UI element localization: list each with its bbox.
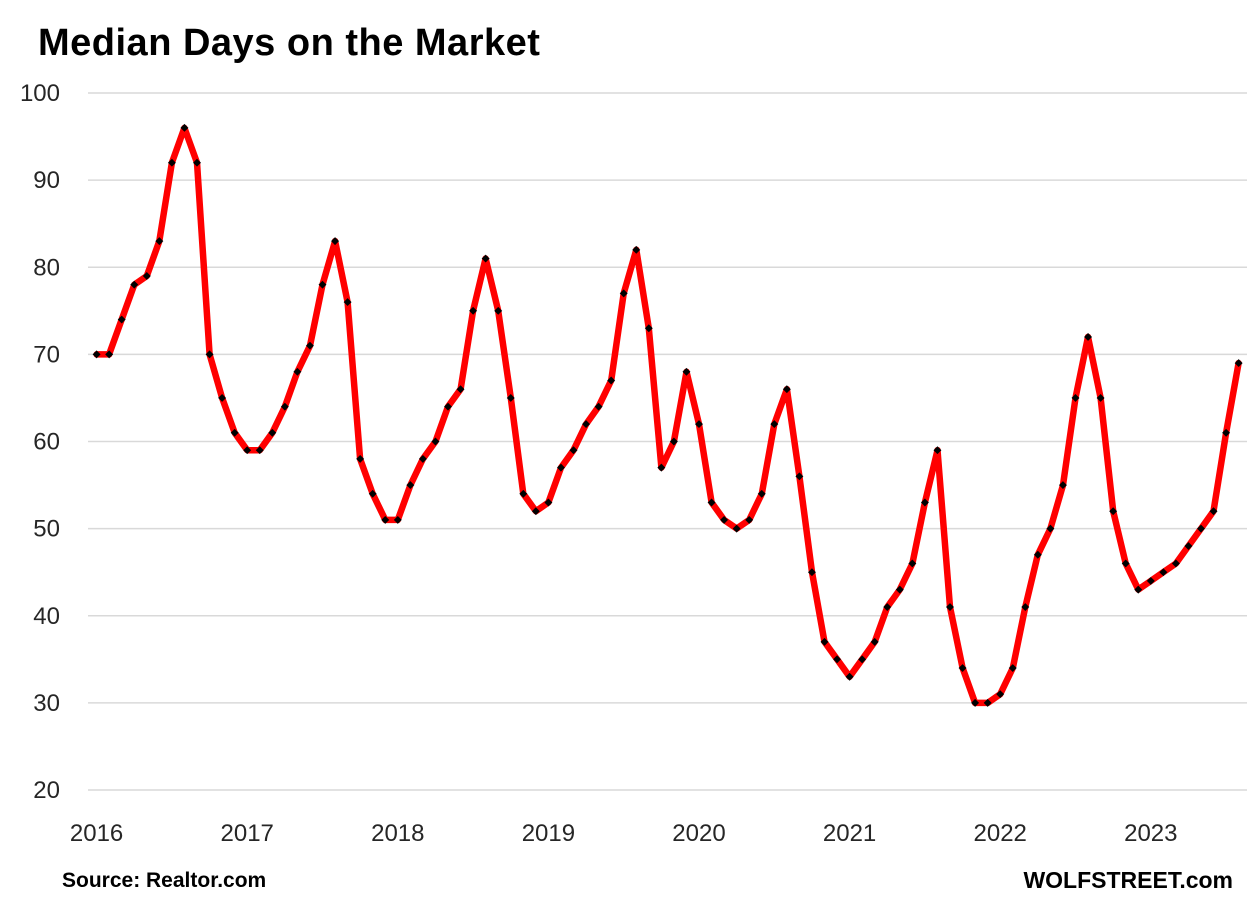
data-point-marker — [456, 385, 465, 394]
data-point-marker — [205, 350, 214, 359]
data-point-marker — [193, 158, 201, 167]
data-point-marker — [669, 437, 678, 446]
data-point-marker — [230, 428, 239, 437]
y-axis-tick-label: 40 — [33, 603, 60, 630]
data-point-marker — [607, 376, 616, 385]
data-point-marker — [318, 280, 327, 289]
data-point-marker — [255, 446, 264, 455]
data-point-marker — [418, 454, 427, 463]
data-point-marker — [280, 402, 289, 411]
x-axis-year-label: 2019 — [522, 820, 575, 847]
data-point-marker — [732, 524, 741, 533]
site-branding: WOLFSTREET.com — [1023, 867, 1233, 893]
data-point-marker — [632, 245, 641, 254]
data-point-marker — [155, 237, 164, 246]
chart-title: Median Days on the Market — [38, 22, 541, 64]
data-point-marker — [983, 698, 992, 707]
data-point-marker — [381, 515, 390, 524]
data-point-marker — [142, 272, 151, 280]
y-axis-tick-label: 80 — [33, 254, 60, 281]
data-point-marker — [858, 655, 867, 664]
x-axis-year-label: 2016 — [70, 820, 123, 847]
x-axis-year-label: 2018 — [371, 820, 424, 847]
data-point-marker — [469, 306, 478, 315]
data-point-marker — [431, 437, 440, 446]
data-point-marker — [180, 123, 189, 132]
data-point-marker — [1146, 576, 1155, 585]
x-axis-year-label: 2023 — [1124, 820, 1177, 847]
data-point-marker — [958, 664, 967, 672]
data-point-marker — [393, 515, 402, 524]
data-point-marker — [657, 463, 666, 472]
data-point-marker — [795, 472, 804, 481]
data-point-marker — [356, 454, 365, 463]
x-axis-year-label: 2020 — [672, 820, 725, 847]
y-axis-tick-label: 30 — [33, 690, 60, 717]
data-point-marker — [1234, 359, 1243, 368]
y-axis-tick-label: 50 — [33, 516, 60, 543]
data-point-marker — [582, 420, 591, 429]
chart-line — [93, 124, 1242, 707]
data-point-marker — [343, 298, 352, 307]
data-point-marker — [167, 158, 176, 167]
data-point-marker — [268, 428, 277, 437]
data-point-marker — [920, 498, 929, 507]
data-point-marker — [544, 498, 553, 507]
data-point-marker — [494, 306, 503, 315]
y-axis-tick-label: 100 — [20, 80, 60, 107]
data-point-marker — [331, 237, 340, 246]
data-point-marker — [770, 420, 779, 429]
y-axis-tick-label: 90 — [33, 167, 60, 194]
data-point-marker — [1008, 664, 1017, 672]
x-axis-year-label: 2022 — [974, 820, 1027, 847]
x-axis-year-label: 2021 — [823, 820, 876, 847]
y-axis-tick-label: 70 — [33, 341, 60, 368]
data-point-marker — [444, 402, 452, 411]
y-axis-tick-label: 20 — [33, 777, 60, 804]
source-attribution: Source: Realtor.com — [62, 869, 267, 892]
data-point-marker — [619, 289, 628, 298]
data-point-marker — [406, 481, 415, 490]
data-point-marker — [368, 489, 377, 498]
x-axis-year-label: 2017 — [221, 820, 274, 847]
data-point-marker — [243, 446, 252, 455]
data-point-marker — [130, 280, 139, 289]
data-point-marker — [556, 463, 565, 472]
data-point-marker — [1021, 603, 1030, 611]
data-point-marker — [782, 385, 791, 394]
data-point-marker — [293, 367, 302, 376]
data-point-marker — [1071, 393, 1080, 402]
data-point-marker — [218, 393, 227, 402]
data-point-marker — [695, 420, 703, 429]
y-axis-tick-label: 60 — [33, 429, 60, 456]
data-point-marker — [305, 341, 314, 350]
